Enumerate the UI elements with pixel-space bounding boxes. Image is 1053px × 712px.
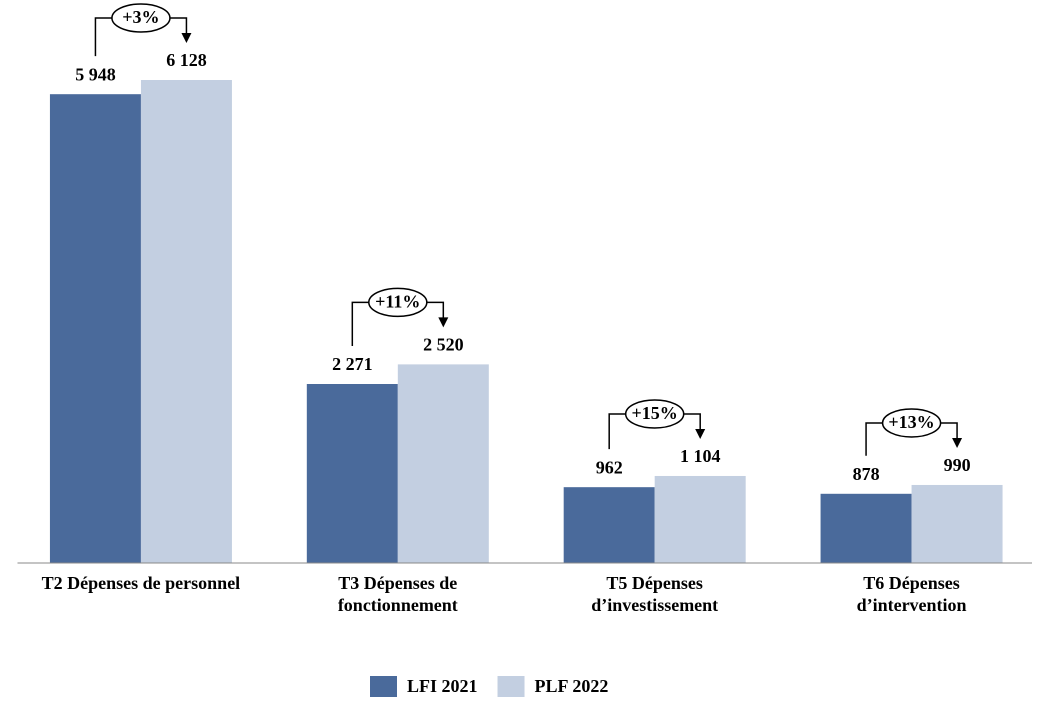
bar: [306, 384, 398, 563]
bar: [911, 484, 1003, 563]
annotation-arrow: [438, 317, 449, 328]
annotation-arrow: [181, 33, 192, 43]
value-label: 5 948: [75, 64, 116, 84]
annotation-oval: [111, 3, 171, 33]
value-label: 878: [853, 464, 880, 484]
annotation-oval: [624, 399, 685, 429]
legend-swatch: [497, 676, 525, 697]
value-label: 962: [596, 457, 623, 477]
annotation-oval: [881, 408, 942, 438]
x-tick-label: T3 Dépenses de fonctionnement: [337, 573, 458, 615]
bar: [397, 364, 489, 563]
value-label: 1 104: [680, 446, 721, 466]
annotation-arrow: [952, 437, 963, 448]
bar: [140, 80, 232, 563]
bar: [563, 487, 655, 563]
annotation-oval: [368, 287, 428, 318]
bar: [49, 94, 141, 563]
value-label: 2 520: [423, 335, 464, 355]
x-tick-label: T2 Dépenses de personnel: [41, 573, 241, 593]
annotation-arrow: [695, 428, 706, 439]
value-label: 2 271: [332, 354, 373, 374]
bar: [820, 493, 912, 563]
annotation-label: +15%: [632, 403, 678, 423]
legend-label: LFI 2021: [407, 676, 478, 696]
annotation-label: +11%: [375, 292, 420, 312]
value-label: 6 128: [166, 50, 207, 70]
legend-label: PLF 2022: [535, 676, 609, 696]
bar: [654, 475, 746, 563]
annotation-label: +13%: [888, 412, 934, 432]
value-label: 990: [944, 455, 971, 475]
x-tick-label: T5 Dépenses d’investissement: [591, 573, 719, 615]
annotation-label: +3%: [122, 7, 159, 27]
x-tick-label: T6 Dépenses d’intervention: [856, 573, 967, 615]
legend-swatch: [370, 676, 397, 697]
